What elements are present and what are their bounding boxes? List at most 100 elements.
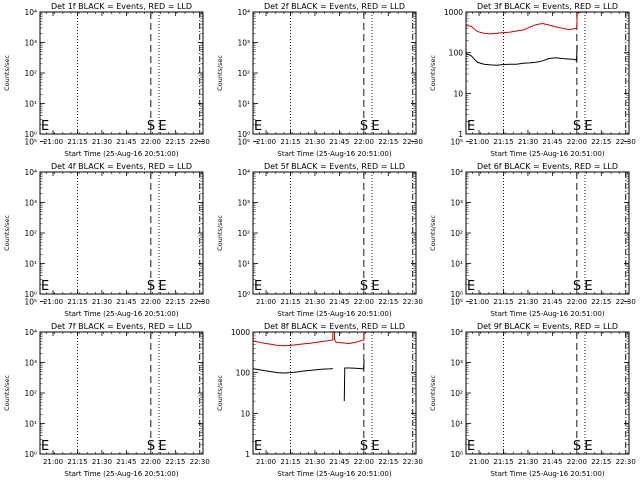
y-tick-label: 10²	[450, 389, 463, 398]
y-tick-label: 10²	[24, 69, 37, 78]
y-axis-label: Counts/sec	[3, 55, 11, 91]
x-tick-label: 22:15	[591, 138, 611, 146]
y-tick-label: 10⁵	[237, 138, 250, 147]
y-tick-label: 10²	[24, 229, 37, 238]
marker-s: S	[147, 279, 155, 294]
x-tick-label: 21:30	[305, 138, 325, 146]
y-tick-label: 10³	[24, 39, 37, 48]
chart-title: Det 7f BLACK = Events, RED = LLD	[51, 322, 192, 331]
y-tick-label: 10¹	[450, 260, 463, 269]
marker-e-left: E	[467, 279, 475, 294]
y-tick-label: 10	[453, 89, 463, 98]
y-tick-label: 10⁰	[450, 450, 463, 459]
plot-frame	[465, 11, 630, 135]
y-tick-label: 1000	[231, 328, 250, 337]
chart-panel-6: Det 6f BLACK = Events, RED = LLD Counts/s…	[429, 138, 636, 319]
y-tick-label: 10²	[237, 229, 250, 238]
x-tick-label: 22:30	[190, 298, 210, 306]
x-tick-label: 21:45	[542, 458, 562, 466]
y-tick-label: 10¹	[24, 420, 37, 429]
y-tick-label: 10⁴	[24, 168, 37, 177]
x-tick-label: 22:15	[378, 138, 398, 146]
y-tick-label: 10⁵	[450, 138, 463, 147]
y-tick-label: 10³	[237, 39, 250, 48]
y-tick-label: 10⁵	[24, 138, 37, 147]
x-tick-label: 22:00	[141, 298, 161, 306]
y-tick-label: 10⁰	[24, 130, 37, 139]
y-tick-label: 10³	[450, 359, 463, 368]
x-tick-label: 22:00	[354, 458, 374, 466]
y-tick-label: 100	[236, 369, 251, 378]
y-tick-label: 10⁰	[237, 130, 250, 139]
y-axis-label: Counts/sec	[216, 55, 224, 91]
y-tick-label: 10⁴	[450, 168, 463, 177]
x-tick-label: 21:30	[92, 298, 112, 306]
x-tick-label: 21:45	[116, 298, 136, 306]
marker-s: S	[573, 279, 581, 294]
x-tick-label: 22:00	[567, 298, 587, 306]
marker-s: S	[147, 439, 155, 454]
y-tick-label: 10⁵	[24, 298, 37, 307]
marker-s: S	[573, 119, 581, 134]
plot-frame	[252, 11, 417, 135]
series-line-events	[465, 45, 578, 66]
x-tick-label: 22:00	[567, 138, 587, 146]
y-tick-label: 10⁰	[450, 290, 463, 299]
x-tick-label: 21:15	[67, 458, 87, 466]
x-tick-label: 21:30	[92, 458, 112, 466]
y-tick-label: 10³	[24, 359, 37, 368]
x-tick-label: 22:00	[141, 458, 161, 466]
plot-frame	[252, 331, 417, 455]
chart-title: Det 2f BLACK = Events, RED = LLD	[264, 2, 405, 11]
chart-panel-5: Det 5f BLACK = Events, RED = LLD Counts/s…	[216, 138, 423, 319]
x-axis-label: Start Time (25-Aug-16 20:51:00)	[64, 150, 178, 158]
y-tick-label: 10⁰	[237, 290, 250, 299]
y-tick-label: 10¹	[237, 260, 250, 269]
x-tick-label: 21:45	[329, 138, 349, 146]
y-tick-label: 10⁴	[450, 328, 463, 337]
x-tick-label: 21:00	[43, 298, 63, 306]
y-tick-label: 10⁴	[24, 8, 37, 17]
x-tick-label: 21:00	[256, 298, 276, 306]
y-tick-label: 10⁵	[450, 298, 463, 307]
x-tick-label: 22:15	[378, 298, 398, 306]
y-axis-label: Counts/sec	[216, 375, 224, 411]
y-axis-label: Counts/sec	[3, 375, 11, 411]
x-tick-label: 21:45	[116, 138, 136, 146]
y-tick-label: 100	[449, 49, 464, 58]
x-tick-label: 21:45	[542, 138, 562, 146]
chart-title: Det 1f BLACK = Events, RED = LLD	[51, 2, 192, 11]
marker-e-left: E	[467, 119, 475, 134]
plot-frame	[465, 171, 630, 295]
x-tick-label: 21:15	[280, 138, 300, 146]
marker-e-left: E	[467, 439, 475, 454]
x-tick-label: 22:15	[591, 458, 611, 466]
y-tick-label: 10²	[450, 229, 463, 238]
marker-s: S	[573, 439, 581, 454]
x-axis-label: Start Time (25-Aug-16 20:51:00)	[277, 310, 391, 318]
x-tick-label: 21:30	[518, 298, 538, 306]
x-axis-label: Start Time (25-Aug-16 20:51:00)	[277, 470, 391, 478]
x-tick-label: 21:30	[518, 138, 538, 146]
x-tick-label: 21:00	[256, 458, 276, 466]
series-line-events	[252, 368, 333, 374]
y-tick-label: 10³	[237, 199, 250, 208]
x-tick-label: 22:30	[616, 138, 636, 146]
y-tick-label: 10¹	[24, 260, 37, 269]
x-tick-label: 22:00	[354, 298, 374, 306]
plot-frame	[39, 171, 204, 295]
marker-e: E	[584, 119, 592, 134]
y-tick-label: 10²	[24, 389, 37, 398]
x-tick-label: 22:30	[190, 458, 210, 466]
x-tick-label: 21:15	[67, 138, 87, 146]
x-tick-label: 22:30	[403, 298, 423, 306]
marker-e-left: E	[41, 279, 49, 294]
x-axis-label: Start Time (25-Aug-16 20:51:00)	[490, 470, 604, 478]
x-tick-label: 21:30	[305, 458, 325, 466]
plot-frame	[39, 11, 204, 135]
x-tick-label: 22:30	[403, 138, 423, 146]
x-tick-label: 22:30	[190, 138, 210, 146]
y-tick-label: 10¹	[450, 420, 463, 429]
chart-title: Det 6f BLACK = Events, RED = LLD	[477, 162, 618, 171]
